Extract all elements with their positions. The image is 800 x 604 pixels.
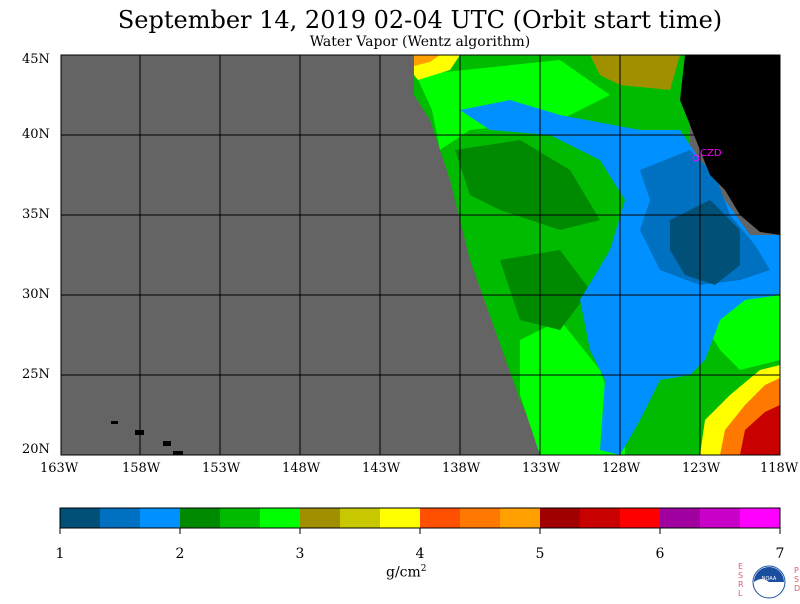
- colorbar-swatch: [500, 508, 540, 528]
- lat-label-40n: 40N: [22, 127, 50, 142]
- island: [163, 441, 171, 446]
- map-grid: [60, 54, 781, 456]
- colorbar-swatch: [540, 508, 580, 528]
- colorbar-swatch: [300, 508, 340, 528]
- svg-text:NOAA: NOAA: [762, 576, 777, 582]
- map-title: September 14, 2019 02-04 UTC (Orbit star…: [117, 6, 723, 34]
- colorbar-swatch: [220, 508, 260, 528]
- colorbar-tick-6: 6: [655, 546, 665, 562]
- lon-label-158w: 158W: [122, 461, 161, 476]
- swath-red-se: [740, 405, 780, 455]
- station-label: CZD: [700, 148, 722, 159]
- colorbar-swatch: [580, 508, 620, 528]
- colorbar-swatch: [140, 508, 180, 528]
- lat-label-20n: 20N: [22, 442, 50, 457]
- colorbar-swatch: [60, 508, 100, 528]
- colorbar-tick-4: 4: [415, 546, 425, 562]
- noaa-esrl-psd-logo: NOAA E S R L P S D: [738, 562, 800, 599]
- lat-label-30n: 30N: [22, 287, 50, 302]
- lon-label-123w: 123W: [682, 461, 721, 476]
- map-subtitle: Water Vapor (Wentz algorithm): [309, 34, 531, 50]
- colorbar-tick-1: 1: [55, 546, 65, 562]
- lon-label-118w: 118W: [760, 461, 799, 476]
- lon-label-138w: 138W: [442, 461, 481, 476]
- swath-olive: [590, 55, 680, 90]
- colorbar-swatch: [380, 508, 420, 528]
- colorbar-swatch: [420, 508, 460, 528]
- swath-bright-green: [520, 320, 625, 455]
- lon-label-128w: 128W: [602, 461, 641, 476]
- colorbar-swatch: [620, 508, 660, 528]
- land-mass: [680, 55, 780, 235]
- lat-label-45n: 45N: [22, 52, 50, 67]
- colorbar-swatch: [340, 508, 380, 528]
- colorbar-tick-5: 5: [535, 546, 545, 562]
- swath-dark-blue: [670, 200, 740, 285]
- swath-dark-green: [500, 250, 590, 330]
- colorbar-swatch: [460, 508, 500, 528]
- island: [173, 451, 183, 455]
- colorbar-swatch: [740, 508, 780, 528]
- colorbar-swatch: [100, 508, 140, 528]
- colorbar-swatch: [660, 508, 700, 528]
- lat-label-35n: 35N: [22, 207, 50, 222]
- colorbar-units: g/cm2: [386, 564, 427, 581]
- swath-dark-green: [455, 140, 600, 230]
- colorbar-tick-2: 2: [175, 546, 185, 562]
- colorbar-tick-7: 7: [775, 546, 785, 562]
- lon-label-133w: 133W: [522, 461, 561, 476]
- lon-label-148w: 148W: [282, 461, 321, 476]
- swath-orange: [414, 55, 440, 66]
- lon-label-153w: 153W: [202, 461, 241, 476]
- lon-label-163w: 163W: [40, 461, 79, 476]
- colorbar-tick-3: 3: [295, 546, 305, 562]
- island: [111, 421, 118, 424]
- station-marker: [692, 154, 700, 162]
- colorbar-swatch: [700, 508, 740, 528]
- colorbar-swatch: [260, 508, 300, 528]
- lat-label-25n: 25N: [22, 367, 50, 382]
- colorbar-swatch: [180, 508, 220, 528]
- lon-label-143w: 143W: [362, 461, 401, 476]
